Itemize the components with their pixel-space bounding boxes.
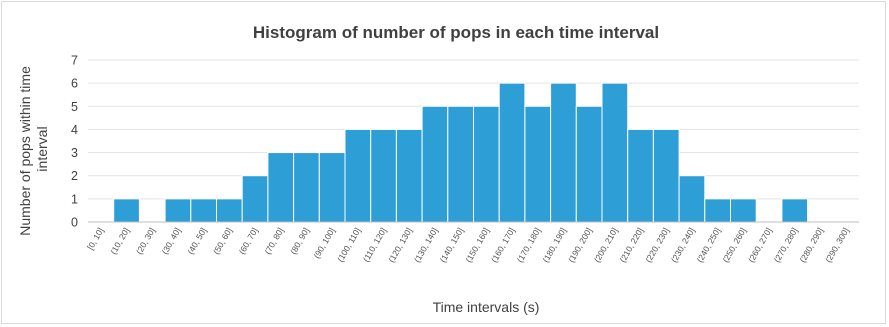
bar bbox=[550, 82, 577, 223]
y-tick-label: 2 bbox=[71, 169, 78, 183]
bar bbox=[704, 198, 731, 223]
bar bbox=[447, 105, 474, 223]
bar bbox=[524, 105, 552, 223]
y-tick-label: 4 bbox=[71, 123, 78, 137]
x-tick-label: (240, 250] bbox=[695, 226, 723, 264]
x-tick-label: (280, 290] bbox=[797, 226, 825, 264]
bar bbox=[293, 152, 320, 223]
x-tick-label: (110, 120] bbox=[361, 226, 388, 264]
x-tick-label: (70, 80] bbox=[262, 226, 285, 256]
x-tick-label: (90, 100] bbox=[311, 226, 336, 260]
x-tick-label: (10, 20] bbox=[108, 226, 131, 256]
bar bbox=[601, 82, 629, 223]
x-tick-label: (290, 300] bbox=[823, 226, 851, 264]
bar bbox=[473, 105, 500, 223]
y-tick-label: 5 bbox=[71, 100, 78, 114]
bar bbox=[421, 105, 449, 223]
bar bbox=[575, 105, 603, 223]
y-axis-title-line-1: Number of pops within time bbox=[17, 66, 33, 236]
y-tick-label: 6 bbox=[71, 77, 78, 91]
x-tick-label: (230, 240] bbox=[669, 226, 697, 264]
x-tick-label: (60, 70] bbox=[237, 226, 260, 256]
x-axis-title: Time intervals (s) bbox=[433, 299, 540, 315]
bar bbox=[781, 198, 809, 223]
bar bbox=[113, 198, 140, 223]
y-tick-labels: 0 1 2 3 4 5 6 7 bbox=[71, 54, 78, 230]
x-tick-label: (30, 40] bbox=[160, 226, 183, 256]
bar bbox=[730, 198, 757, 223]
bar bbox=[216, 198, 243, 223]
x-tick-label: (200, 210] bbox=[592, 226, 620, 264]
bar bbox=[190, 198, 218, 223]
bar bbox=[627, 128, 654, 223]
chart-title: Histogram of number of pops in each time… bbox=[253, 23, 659, 42]
x-tick-label: (80, 90] bbox=[288, 226, 311, 256]
x-tick-label: (100, 110] bbox=[335, 226, 362, 264]
x-tick-label: (220, 230] bbox=[643, 226, 671, 264]
x-tick-label: (210, 220] bbox=[617, 226, 645, 264]
x-tick-label: (150, 160] bbox=[463, 226, 491, 264]
x-tick-label: (50, 60] bbox=[211, 226, 234, 256]
x-tick-label: (120, 130] bbox=[386, 226, 414, 264]
bar bbox=[498, 82, 526, 223]
x-tick-label: (140, 150] bbox=[438, 226, 466, 264]
y-tick-label: 3 bbox=[71, 146, 78, 160]
bar bbox=[318, 152, 346, 223]
x-tick-label: (180, 190] bbox=[540, 226, 568, 264]
bar bbox=[344, 128, 372, 223]
x-tick-label: (260, 270] bbox=[746, 226, 774, 264]
bar bbox=[267, 152, 295, 223]
bar bbox=[395, 128, 423, 223]
y-axis-title: Number of pops within time interval bbox=[17, 62, 50, 236]
y-tick-label: 1 bbox=[71, 192, 78, 206]
bars bbox=[113, 82, 809, 223]
x-tick-label: (250, 260] bbox=[720, 226, 748, 264]
x-tick-label: (20, 30] bbox=[134, 226, 157, 256]
bar bbox=[241, 175, 269, 223]
bar bbox=[652, 128, 680, 223]
x-tick-label: (40, 50] bbox=[185, 226, 208, 256]
bar bbox=[370, 128, 397, 223]
y-axis-title-line-2: interval bbox=[34, 126, 50, 171]
bar bbox=[678, 175, 706, 223]
x-tick-label: (170, 180] bbox=[515, 226, 543, 264]
x-tick-label: (160, 170] bbox=[489, 226, 517, 264]
bar bbox=[164, 198, 192, 223]
x-tick-label: (190, 200] bbox=[566, 226, 594, 264]
y-tick-label: 0 bbox=[71, 216, 78, 230]
y-tick-label: 7 bbox=[71, 54, 78, 68]
x-tick-label: (270, 280] bbox=[772, 226, 800, 264]
x-tick-label: [0, 10] bbox=[85, 226, 105, 251]
x-tick-labels: [0, 10] (10, 20] (20, 30] (30, 40] (40, 50](… bbox=[85, 226, 851, 264]
x-tick-label: (130, 140] bbox=[412, 226, 440, 264]
